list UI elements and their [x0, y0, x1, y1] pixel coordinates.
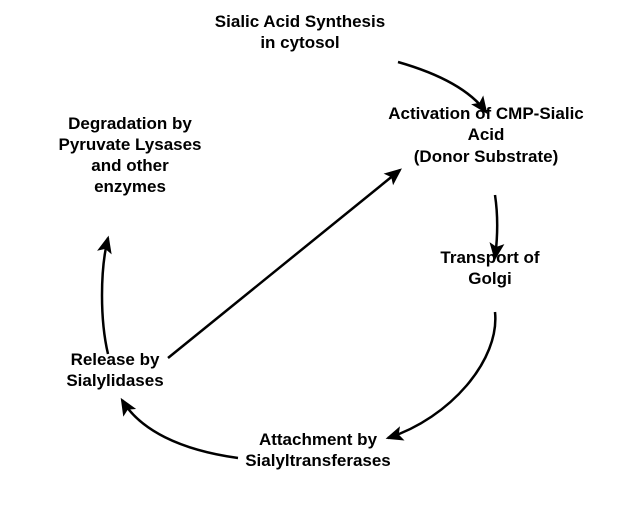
node-label-line: Transport of	[415, 247, 565, 268]
node-label-line: Release by	[40, 349, 190, 370]
node-label-line: Golgi	[415, 268, 565, 289]
node-label-line: Sialylidases	[40, 370, 190, 391]
edge-release-to-degradation	[102, 238, 108, 354]
node-label-line: Sialic Acid Synthesis	[190, 11, 410, 32]
node-label-line: Sialyltransferases	[218, 450, 418, 471]
node-label-line: and other	[40, 155, 220, 176]
node-label-line: (Donor Substrate)	[371, 146, 601, 167]
node-label-line: in cytosol	[190, 32, 410, 53]
node-label-line: Activation of CMP-Sialic	[371, 103, 601, 124]
node-label-line: Pyruvate Lysases	[40, 134, 220, 155]
node-transport: Transport ofGolgi	[415, 247, 565, 290]
node-degradation: Degradation byPyruvate Lysasesand othere…	[40, 113, 220, 198]
node-attachment: Attachment bySialyltransferases	[218, 429, 418, 472]
node-label-line: enzymes	[40, 176, 220, 197]
node-synthesis: Sialic Acid Synthesisin cytosol	[190, 11, 410, 54]
edge-release-to-activation	[168, 170, 400, 358]
node-release: Release bySialylidases	[40, 349, 190, 392]
node-activation: Activation of CMP-SialicAcid(Donor Subst…	[371, 103, 601, 167]
node-label-line: Attachment by	[218, 429, 418, 450]
edge-transport-to-attachment	[388, 312, 495, 438]
node-label-line: Acid	[371, 124, 601, 145]
node-label-line: Degradation by	[40, 113, 220, 134]
